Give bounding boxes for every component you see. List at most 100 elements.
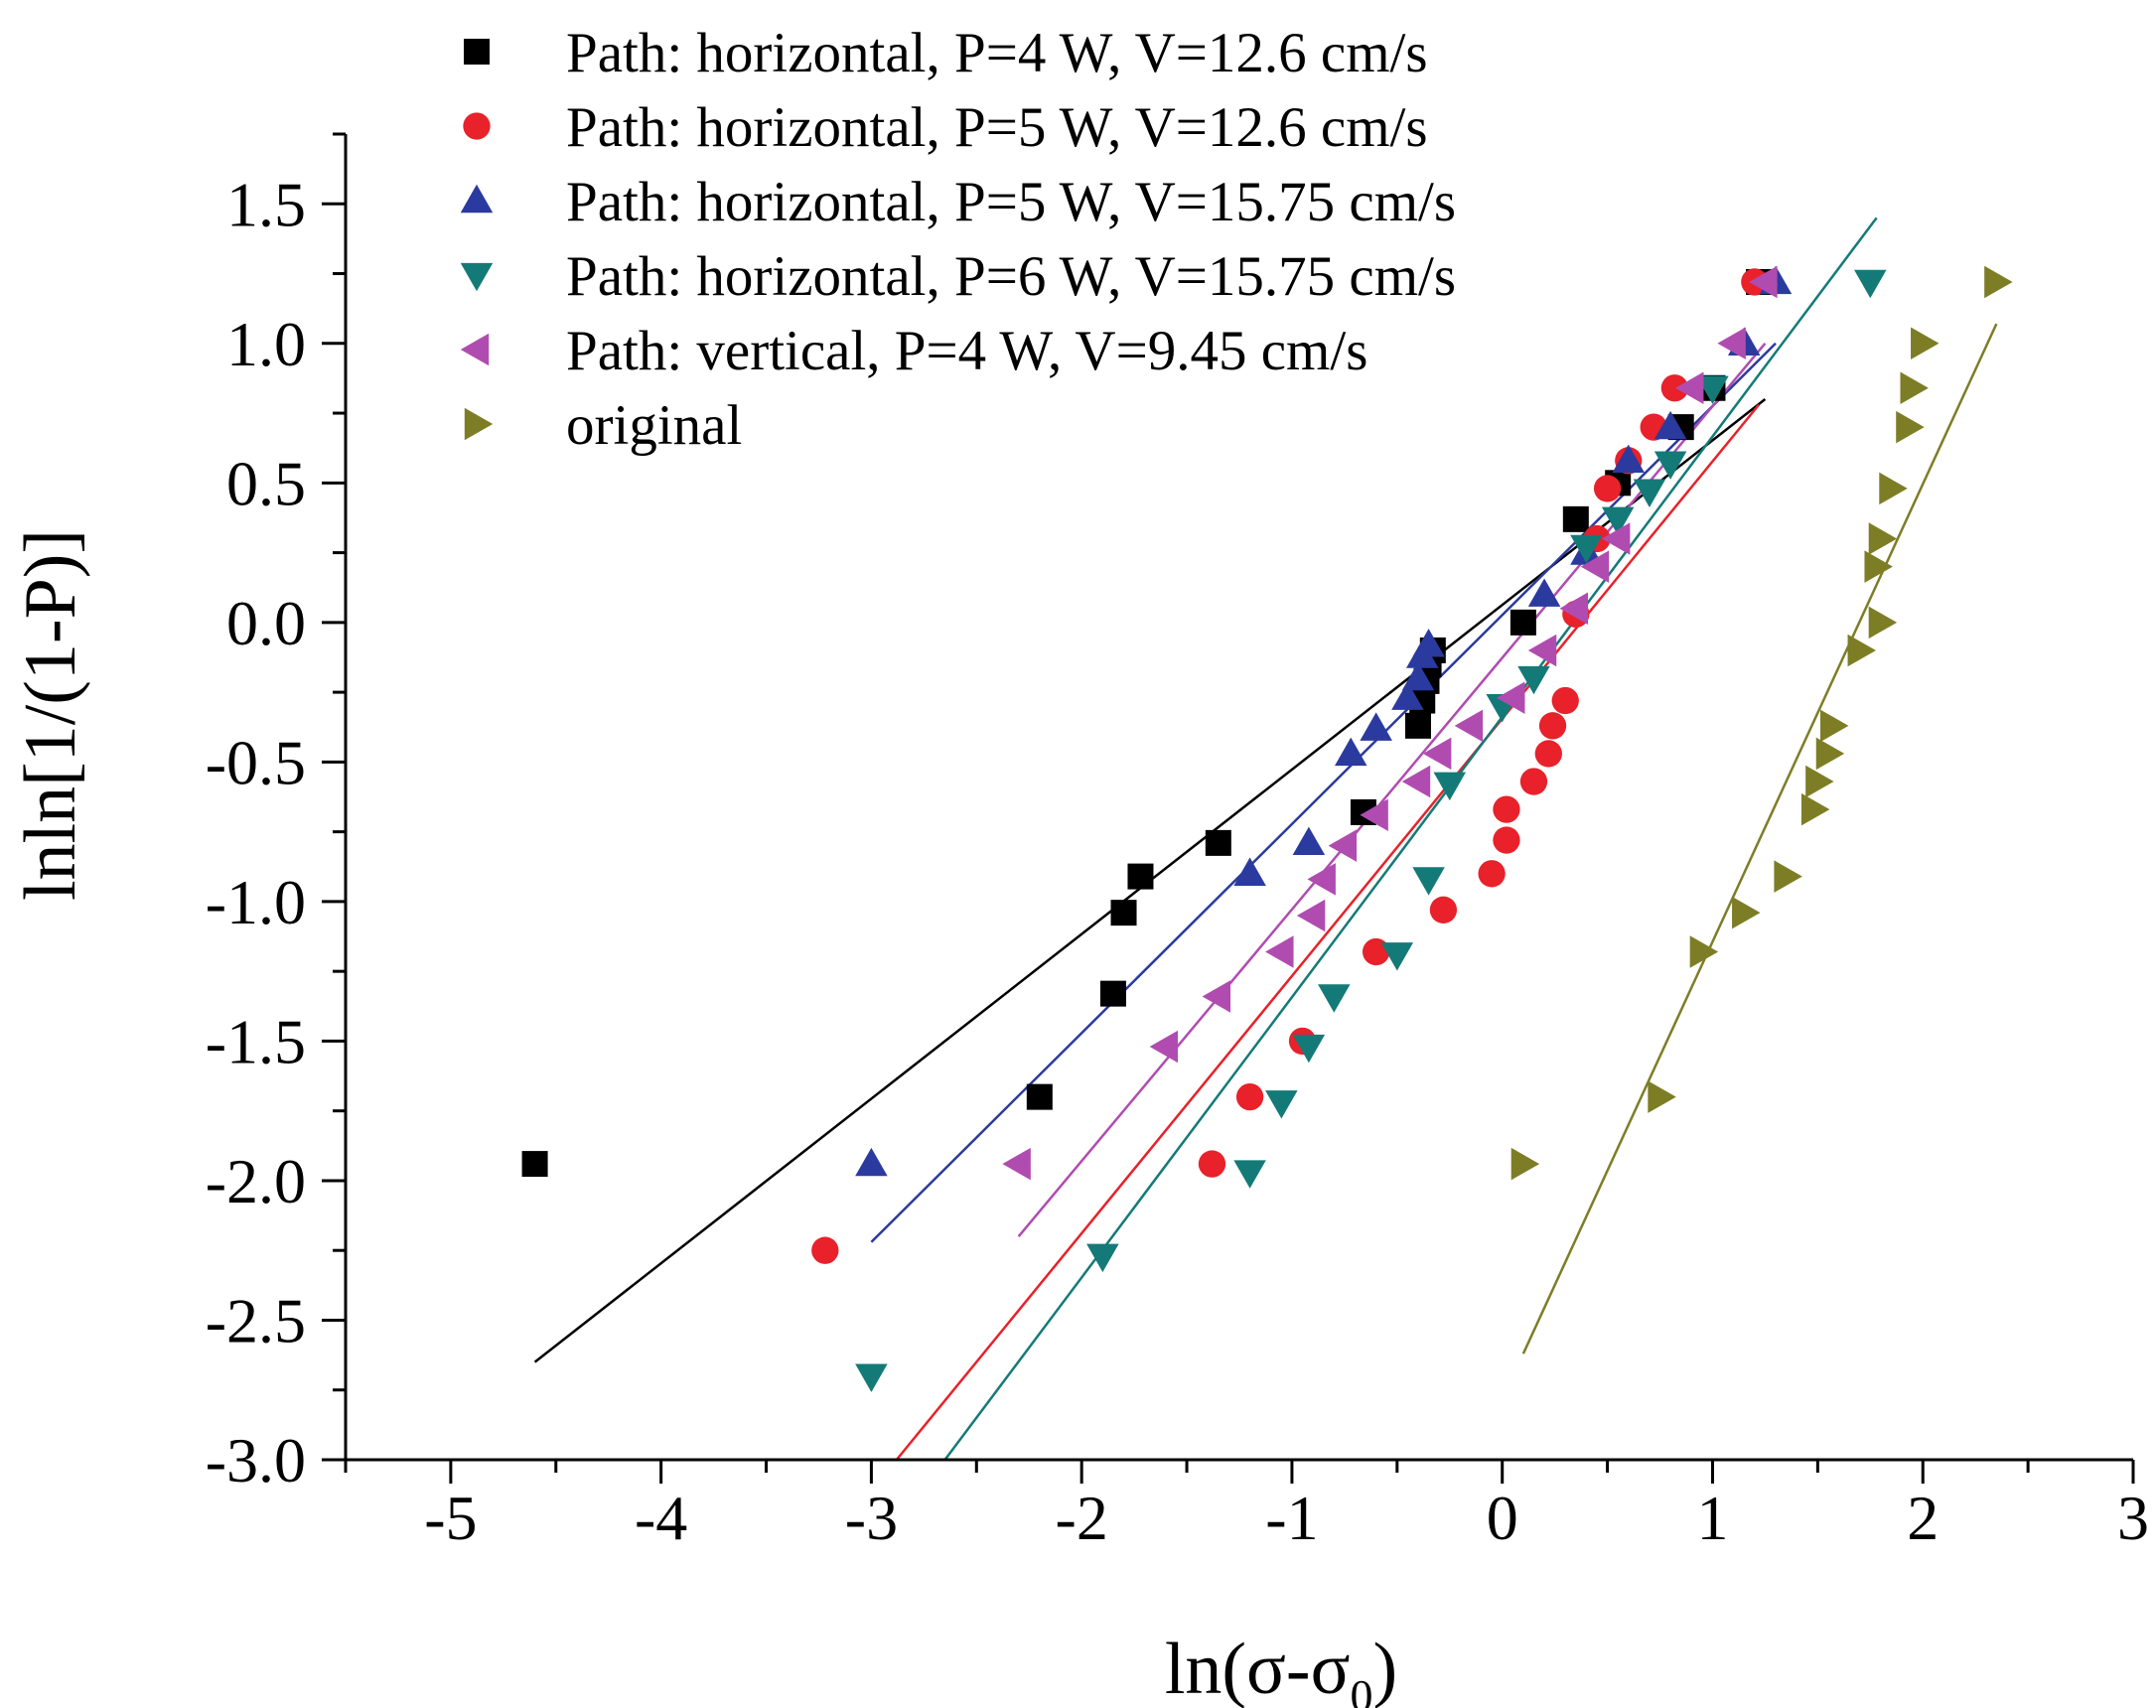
data-point-series-3 [1360,712,1392,741]
data-point-series-3 [1401,661,1435,691]
data-point-series-2 [1478,860,1506,888]
data-point-series-5 [1497,681,1525,714]
data-point-series-3 [1334,737,1367,767]
data-point-series-5 [1454,709,1484,743]
x-tick-label: -2 [1056,1483,1108,1553]
data-point-series-6 [1911,327,1940,360]
fit-lines [533,216,1998,1461]
data-point-series-2 [1362,937,1390,966]
data-point-series-1 [1405,712,1431,739]
data-point-series-6 [1896,410,1925,444]
data-point-series-5 [1002,1147,1031,1181]
tick-labels: -5 -4 -3 -2 -1 0 1 2 3 -3.0 -2.5 -2.0 -1.5 -1.0 -0.5 0.… [206,169,2149,1553]
data-point-series-6 [1732,896,1761,929]
x-tick-label: 0 [1487,1483,1518,1553]
data-point-series-6 [1648,1080,1676,1113]
data-point-series-4 [1380,942,1414,971]
data-point-series-4 [1633,479,1666,507]
legend-marker [463,112,491,140]
legend-item-3: Path: horizontal, P=5 W, V=15.75 cm/s [460,171,1456,233]
fit-line-series-4 [943,216,1878,1461]
x-tick-label: -1 [1265,1483,1318,1553]
data-point-series-4 [1292,1034,1326,1064]
x-tick-label: 3 [2117,1483,2149,1553]
data-point-series-1 [1099,980,1126,1007]
data-point-series-4 [1570,534,1603,564]
y-tick-label: -2.0 [206,1146,306,1216]
data-point-series-2 [1593,475,1622,502]
data-point-series-1 [1562,505,1589,532]
x-axis-title-close: ) [1372,1629,1397,1708]
y-axis-title: lnln[1/(1-P)] [10,529,91,901]
y-tick-label: -2.5 [206,1285,306,1355]
legend-label: Path: horizontal, P=5 W, V=12.6 cm/s [566,96,1428,159]
data-point-series-2 [1198,1150,1226,1178]
data-point-series-3 [855,1147,888,1177]
data-point-series-1 [521,1151,548,1178]
data-point-series-5 [1717,327,1746,360]
data-point-series-4 [1412,867,1445,896]
data-point-series-2 [811,1236,839,1264]
data-point-series-1 [1127,863,1154,890]
data-point-series-2 [1493,795,1520,823]
data-point-series-2 [1235,1082,1264,1111]
data-point-series-4 [1854,269,1887,299]
legend-marker [460,262,494,292]
y-tick-label: -3.0 [206,1425,306,1495]
legend-label: Path: horizontal, P=6 W, V=15.75 cm/s [566,245,1456,308]
data-point-series-6 [1689,935,1719,968]
data-point-series-6 [1984,265,2013,299]
data-point-series-4 [1433,772,1467,801]
legend-label: Path: horizontal, P=5 W, V=15.75 cm/s [566,171,1456,233]
legend-label: Path: vertical, P=4 W, V=9.45 cm/s [566,320,1367,382]
data-point-series-2 [1538,712,1567,740]
data-points [521,265,2013,1392]
data-point-series-6 [1864,550,1893,583]
data-point-series-3 [1527,578,1561,607]
data-point-series-4 [1233,1160,1266,1189]
data-point-series-5 [1601,522,1631,555]
data-point-series-5 [1360,798,1388,832]
y-tick-label: -0.5 [206,727,306,797]
data-point-series-6 [1879,472,1908,505]
data-point-series-1 [1110,900,1137,926]
x-axis-title-main: ln(σ-σ [1165,1629,1351,1708]
data-point-series-4 [1086,1243,1119,1273]
data-point-series-4 [1265,1090,1298,1119]
data-point-series-4 [1318,984,1351,1013]
legend-item-2: Path: horizontal, P=5 W, V=12.6 cm/s [463,96,1428,159]
data-point-series-5 [1559,592,1589,626]
data-point-series-4 [1517,665,1550,695]
data-point-series-6 [1847,634,1876,667]
data-point-series-5 [1265,935,1294,968]
legend-label: Path: horizontal, P=4 W, V=12.6 cm/s [566,22,1428,84]
data-point-series-2 [1660,374,1689,402]
legend-item-1: Path: horizontal, P=4 W, V=12.6 cm/s [464,22,1428,84]
data-point-series-2 [1534,740,1562,768]
fit-line-series-3 [870,342,1777,1243]
data-point-series-3 [1653,410,1687,440]
data-point-series-2 [1493,826,1520,854]
data-point-series-6 [1774,860,1802,893]
x-axis-title: ln(σ-σ0) [1165,1629,1397,1708]
data-point-series-5 [1202,980,1231,1013]
data-point-series-1 [1205,829,1231,856]
data-point-series-5 [1401,765,1431,798]
x-axis-title-subscript: 0 [1350,1670,1372,1708]
legend-marker [460,184,494,214]
data-point-series-1 [1026,1083,1053,1110]
x-tick-label: 1 [1696,1483,1728,1553]
data-point-series-2 [1551,686,1579,715]
data-point-series-4 [1601,506,1635,536]
data-point-series-1 [1509,609,1536,636]
legend-item-6: original [464,394,742,457]
data-point-series-6 [1900,371,1929,405]
legend-label: original [566,394,742,457]
data-point-series-5 [1296,899,1326,932]
data-point-series-5 [1422,737,1452,771]
y-tick-label: -1.5 [206,1006,306,1076]
data-point-series-6 [1510,1147,1540,1181]
legend: Path: horizontal, P=4 W, V=12.6 cm/s Path… [460,22,1456,457]
fit-line-series-5 [1017,342,1767,1237]
